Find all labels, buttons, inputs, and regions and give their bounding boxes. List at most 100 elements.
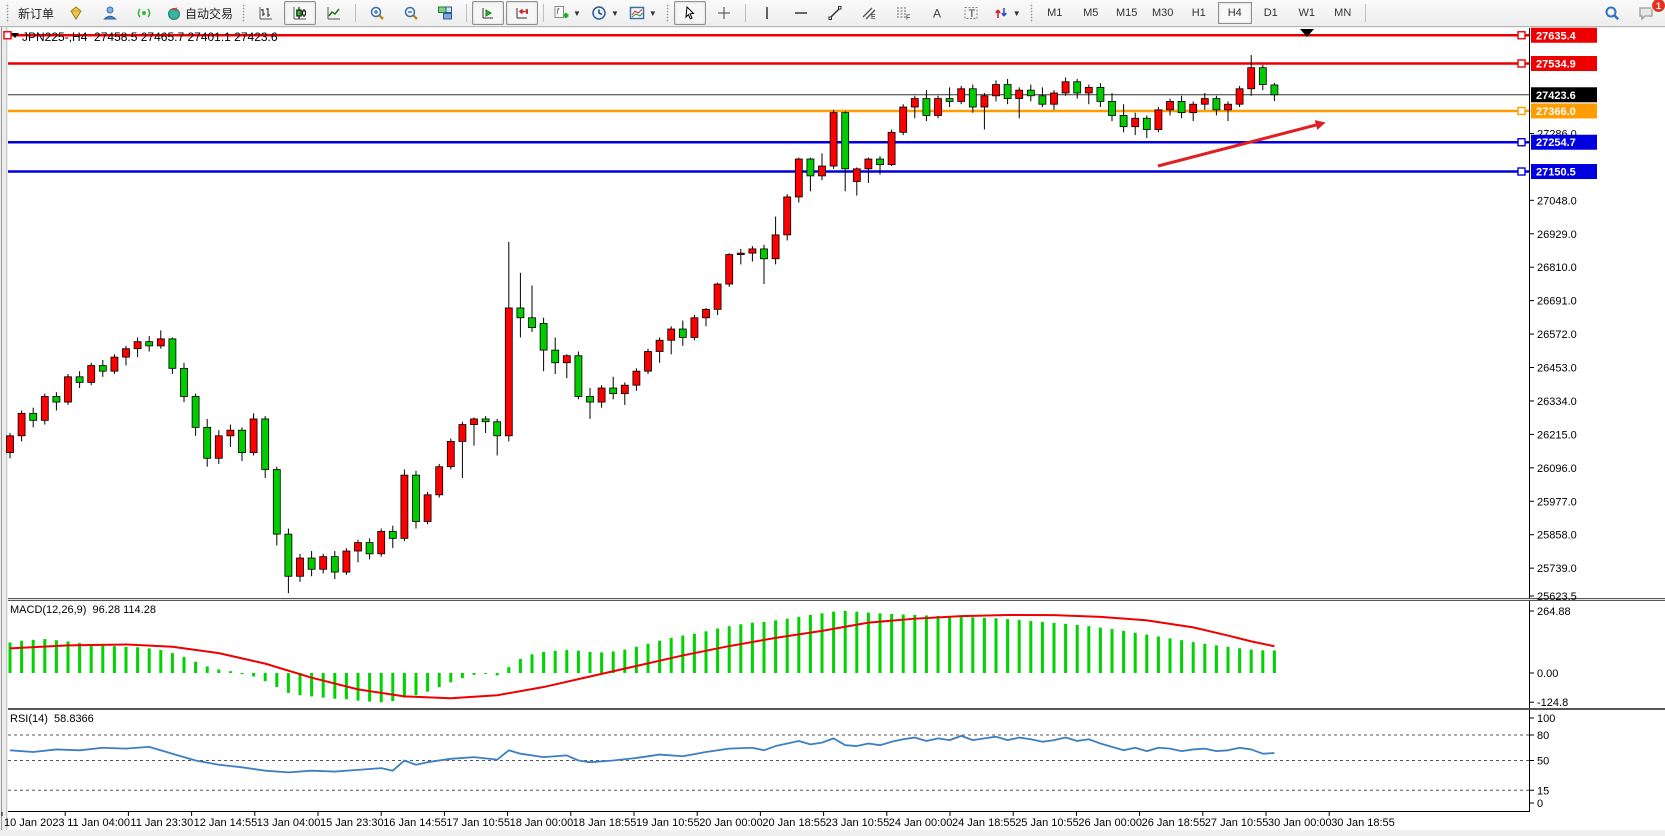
person-button[interactable] [94,1,126,25]
candlestick-button[interactable] [284,1,317,25]
rsi-axis-label: 100 [1537,713,1555,725]
bar-chart-button[interactable] [250,1,282,25]
candle [1119,115,1128,128]
line-anchor[interactable] [1517,167,1526,176]
candle [1270,84,1279,96]
new-order-button[interactable]: 新订单 [14,1,58,25]
zoomout-icon [404,6,418,20]
trend-arrow[interactable] [1157,123,1317,168]
timeframe-button-w1[interactable]: W1 [1298,7,1315,19]
timeframe-button-h4[interactable]: H4 [1217,2,1252,24]
panel-splitter[interactable] [8,598,1665,601]
time-axis-label: 15 Jan 23:30 [320,817,384,829]
gem-button[interactable] [60,1,92,25]
toolbar-separator [543,4,545,22]
timeframe-button-h1[interactable]: H1 [1191,7,1206,19]
candle [539,322,548,351]
time-axis-label: 19 Jan 10:55 [636,817,700,829]
horizontal-line-button[interactable] [785,1,817,25]
line-anchor[interactable] [1517,106,1526,116]
timeframe-button-d1[interactable]: D1 [1263,7,1278,19]
price-tag-label: 27635.4 [1536,30,1577,42]
toolbar-grip[interactable] [664,3,670,23]
rsi-axis-label: 0 [1537,798,1543,810]
candle [133,341,142,350]
line-anchor[interactable] [1517,31,1526,40]
timeframe-button-m1[interactable]: M1 [1047,7,1063,19]
time-axis-label: 13 Jan 04:00 [257,817,321,829]
toolbar-grip[interactable] [241,3,247,23]
time-axis-label: 16 Jan 14:55 [383,817,447,829]
time-axis-label: 30 Jan 18:55 [1331,817,1395,829]
toolbar-grip[interactable] [5,3,10,23]
candle [887,131,896,166]
templates-button[interactable]: ▼ [625,1,661,25]
candle [678,328,687,338]
rsi-axis-label: 50 [1537,756,1549,768]
candle [736,252,745,255]
arrows-button[interactable]: ▼ [989,1,1025,25]
candle [284,533,293,577]
price-axis-label: 25858.0 [1537,530,1577,542]
candle [771,234,780,260]
macd-signal-line [9,613,1275,700]
line-chart-button[interactable] [318,1,350,25]
autotrading-icon [168,7,181,20]
one-click-expand-icon[interactable] [11,33,19,38]
tile-windows-button[interactable] [429,1,461,25]
candle [1050,92,1058,105]
line-anchor[interactable] [1517,59,1526,68]
candle [1026,89,1035,97]
fibonacci-button[interactable]: F [887,1,919,25]
timeframe-button-m5[interactable]: M5 [1083,7,1099,19]
timeframe-button-mn[interactable]: MN [1334,7,1352,19]
line-anchor[interactable] [1517,138,1526,147]
timeframe-button-m15[interactable]: M15 [1116,7,1138,19]
toolbar-separator [744,4,746,22]
search-button[interactable] [1596,1,1628,25]
candle [609,387,618,395]
equidistant-channel-button[interactable]: E [853,1,885,25]
candle [75,376,84,383]
auto-scroll-button[interactable] [472,1,505,25]
notifications-button[interactable]: 1 [1630,0,1665,25]
zoom-in-button[interactable] [361,1,393,25]
line-anchor[interactable] [3,31,12,40]
crosshair-button[interactable] [708,1,740,25]
trendline-button[interactable] [819,1,851,25]
price-axis-label: 26453.0 [1537,363,1577,375]
cursor-button[interactable] [673,1,706,25]
chart-shift-marker[interactable] [1300,29,1314,37]
chart-shift-button[interactable] [506,1,539,25]
text-label-button[interactable]: T [955,1,987,25]
timeframe-button-m30[interactable]: M30 [1152,7,1174,19]
text-button[interactable]: A [921,1,953,25]
candle [899,106,908,133]
time-axis-label: 27 Jan 10:55 [1205,817,1269,829]
candles-icon [293,7,307,20]
dropdown-arrow-icon: ▼ [648,8,657,18]
indicators-button[interactable]: f ▼ [549,1,585,25]
price-axis-label: 26334.0 [1537,396,1577,408]
time-scale[interactable] [8,811,1665,830]
time-axis-label: 17 Jan 10:55 [446,817,510,829]
candle [330,556,339,573]
candle [29,412,38,421]
rsi-value: 58.8366 [54,713,94,725]
clock-icon [592,6,606,20]
zoom-out-button[interactable] [395,1,427,25]
candle [806,158,815,177]
channel-icon: E [862,7,876,21]
vertical-line-button[interactable] [751,1,783,25]
periods-button[interactable]: ▼ [587,1,623,25]
price-scale[interactable]: 27286.027048.026929.026810.026691.026572… [1529,27,1597,810]
candle [272,469,281,535]
autotrading-button[interactable]: 自动交易 [162,1,237,25]
price-axis-label: 27048.0 [1537,195,1577,207]
candle [1177,101,1186,114]
autoscroll-icon [482,8,494,19]
candle [1212,98,1221,111]
toolbar-grip[interactable] [1028,3,1034,23]
signal-button[interactable] [128,1,160,25]
